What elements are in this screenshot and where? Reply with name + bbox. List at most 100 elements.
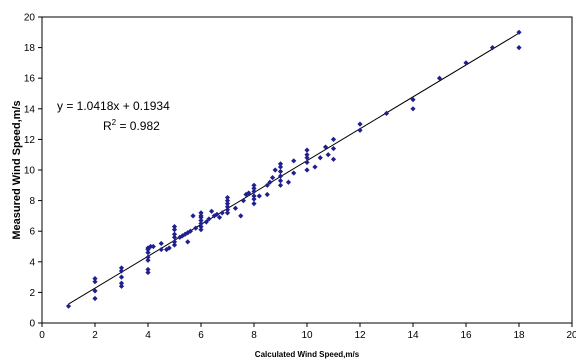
data-point [264, 182, 270, 188]
data-point [277, 164, 284, 170]
data-point [92, 288, 98, 294]
y-tick-label: 18 [24, 43, 36, 54]
data-point [145, 257, 151, 263]
data-point [224, 210, 231, 216]
y-tick-label: 12 [24, 135, 36, 146]
data-point [516, 45, 522, 51]
data-point [65, 303, 72, 309]
x-axis-title: Calculated Wind Speed,m/s [255, 350, 360, 359]
data-point [272, 167, 278, 173]
data-point [251, 182, 257, 188]
data-point [238, 213, 244, 219]
data-point [118, 265, 125, 271]
data-point [224, 198, 231, 204]
data-point [436, 75, 443, 81]
data-point [198, 227, 204, 233]
x-tick-label: 14 [407, 330, 419, 341]
data-point [166, 245, 172, 251]
data-point [516, 29, 522, 35]
data-point [256, 193, 262, 199]
data-point [190, 213, 196, 219]
data-point [304, 167, 310, 173]
y-tick-label: 2 [29, 288, 35, 299]
data-point [171, 231, 178, 237]
x-tick-label: 6 [198, 330, 204, 341]
data-point [330, 136, 337, 142]
data-point [158, 240, 164, 247]
y-tick-label: 4 [29, 257, 35, 268]
data-point [277, 178, 284, 184]
data-point [118, 274, 125, 280]
y-tick-label: 6 [29, 227, 35, 238]
data-point [171, 224, 178, 230]
r-squared-r: R [103, 119, 112, 133]
data-point [224, 204, 231, 210]
data-point [251, 193, 257, 199]
data-point [251, 201, 257, 207]
data-point [410, 106, 416, 112]
data-point [312, 164, 318, 170]
data-point [145, 254, 151, 260]
x-tick-label: 12 [354, 330, 366, 341]
x-tick-label: 10 [301, 330, 313, 341]
data-point [171, 242, 178, 248]
x-tick-label: 0 [39, 330, 45, 341]
data-point [277, 173, 284, 179]
data-point [330, 145, 337, 152]
data-point [145, 250, 151, 256]
data-point [118, 268, 125, 274]
data-point [325, 152, 331, 158]
data-point [357, 121, 363, 127]
data-point [193, 225, 199, 231]
data-point [198, 213, 204, 219]
axis-tick-labels: 0 2 4 6 8 10 12 14 16 18 20 0 2 4 6 8 10 12 14 16 18 20 [24, 13, 576, 342]
data-point [322, 144, 329, 150]
data-point [118, 280, 125, 286]
equation-label: y = 1.0418x + 0.1934 [57, 99, 170, 113]
data-point [304, 152, 310, 158]
data-point [304, 155, 310, 161]
data-point [206, 216, 212, 222]
data-point [267, 179, 273, 185]
data-point [277, 182, 284, 188]
data-point [304, 147, 310, 153]
data-point [246, 190, 252, 196]
data-point [171, 239, 178, 245]
data-point [158, 246, 164, 253]
data-point [277, 168, 284, 175]
data-point [171, 227, 178, 233]
data-point [145, 269, 151, 276]
data-point [187, 228, 193, 234]
data-point [171, 234, 178, 240]
data-point [118, 283, 125, 289]
x-tick-label: 2 [92, 330, 98, 341]
data-point [198, 224, 204, 230]
data-point [92, 295, 98, 302]
x-tick-label: 18 [513, 330, 525, 341]
data-point [198, 220, 204, 227]
data-point [269, 175, 276, 181]
data-point [317, 155, 323, 161]
y-tick-label: 8 [29, 196, 35, 207]
data-point [383, 110, 390, 116]
data-point [145, 266, 151, 273]
y-tick-label: 14 [24, 104, 36, 115]
r-squared-superscript: 2 [112, 118, 117, 127]
data-point [198, 210, 204, 216]
x-tick-label: 4 [145, 330, 151, 341]
data-point [330, 156, 337, 162]
x-tick-label: 16 [460, 330, 472, 341]
axis-ticks [38, 16, 573, 327]
data-point [203, 219, 209, 225]
y-tick-label: 20 [24, 13, 36, 24]
data-points [65, 29, 522, 309]
data-point [209, 208, 215, 214]
data-point [148, 243, 154, 250]
data-point [219, 210, 225, 216]
data-point [410, 97, 416, 103]
x-tick-label: 8 [251, 330, 257, 341]
data-point [216, 214, 223, 221]
data-point [232, 205, 239, 211]
data-point [224, 194, 231, 201]
